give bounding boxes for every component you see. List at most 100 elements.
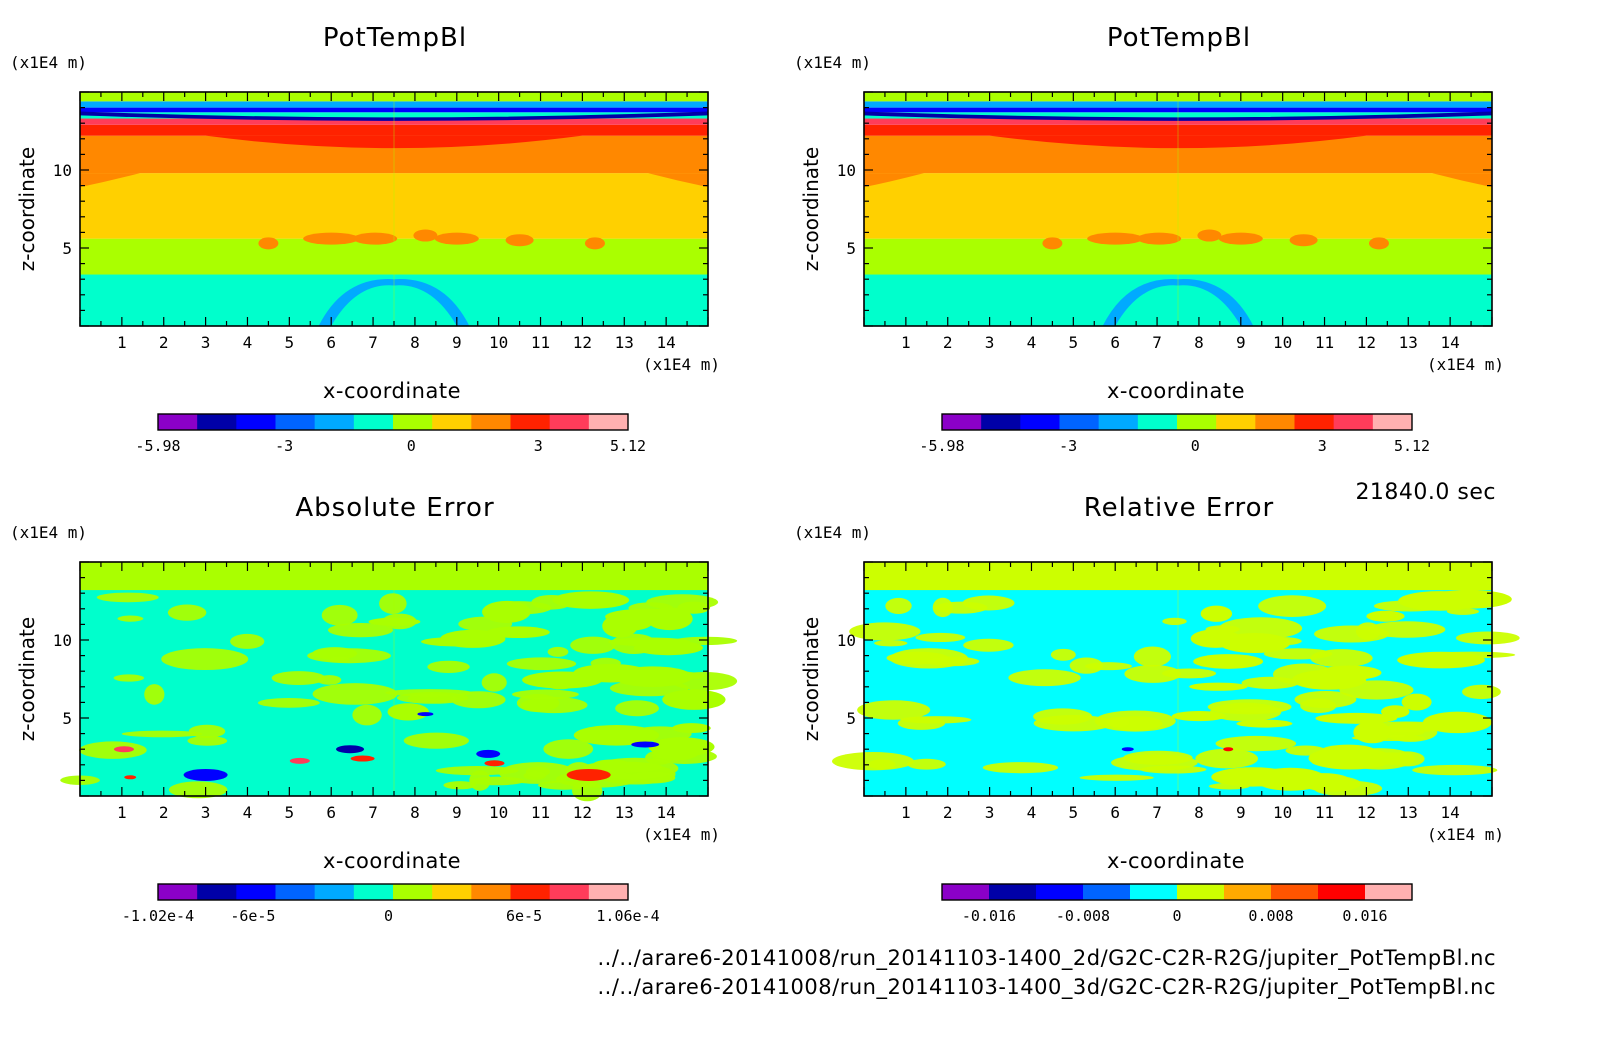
y-axis-unit: (x1E4 m) [794,523,871,542]
colorbar-segment [1318,884,1366,900]
x-axis-label: x-coordinate [1107,379,1245,403]
x-tick-label: 9 [452,803,462,822]
colorbar-segment [275,414,316,430]
colorbar-label: -0.008 [1056,907,1110,925]
x-tick-label: 3 [985,803,995,822]
colorbar-segment [942,884,990,900]
x-tick-label: 11 [1315,803,1334,822]
colorbar-segment [1216,414,1256,430]
x-axis-unit: (x1E4 m) [1427,355,1504,374]
colorbar-segment [314,884,355,900]
colorbar-segment [393,884,433,900]
x-tick-label: 13 [1399,803,1418,822]
x-tick-label: 4 [243,333,253,352]
colorbar-segment [1130,884,1178,900]
colorbar-label: -0.016 [962,907,1016,925]
x-tick-label: 3 [201,803,211,822]
chart-panel: Relative Error(x1E4 m)1 2 3 4 5 6 7 8 9 10 11 12 13 1… [794,493,1520,925]
colorbar-segment [275,884,316,900]
x-tick-label: 6 [326,333,336,352]
colorbar-segment [942,414,982,430]
colorbar-segment [1224,884,1272,900]
x-tick-label: 3 [201,333,211,352]
colorbar-segment [1271,884,1319,900]
footer-file-2d: ../../arare6-20141008/run_20141103-1400_… [597,946,1496,970]
colorbar-segment [432,414,472,430]
x-tick-label: 2 [159,803,169,822]
chart-panel: Absolute Error(x1E4 m)1 2 3 4 5 6 7 8 9 10 11 12 13 1… [10,493,738,925]
colorbar-label: -1.02e-4 [122,907,194,925]
colorbar-label: -5.98 [919,437,964,455]
y-tick-label: 10 [837,161,856,180]
colorbar-segment [197,414,237,430]
x-tick-label: 10 [1273,333,1292,352]
colorbar-label: -3 [1059,437,1077,455]
colorbar-label: -3 [275,437,293,455]
colorbar-segment [549,884,590,900]
colorbar-segment [588,414,629,430]
colorbar-segment [1059,414,1100,430]
colorbar-label: 5.12 [610,437,646,455]
colorbar-segment [588,884,629,900]
x-tick-label: 12 [573,333,592,352]
colorbar-segment [1294,414,1335,430]
y-axis-label: z-coordinate [799,147,823,271]
x-axis-label: x-coordinate [323,849,461,873]
y-tick-label: 10 [53,631,72,650]
colorbar-label: 0 [407,437,416,455]
x-tick-label: 8 [1194,333,1204,352]
colorbar-label: 0.008 [1248,907,1293,925]
chart-title: PotTempBl [323,23,467,53]
heatmap-field [832,562,1520,797]
colorbar-label: 1.06e-4 [596,907,659,925]
x-axis-unit: (x1E4 m) [643,355,720,374]
colorbar-segment [158,884,198,900]
x-tick-label: 10 [489,803,508,822]
x-tick-label: 5 [1069,803,1079,822]
colorbar-segment [1177,884,1225,900]
colorbar-segment [1083,884,1131,900]
x-tick-label: 5 [285,333,295,352]
colorbar-segment [432,884,472,900]
colorbar: -0.016 -0.008 0 0.008 0.016 [941,883,1413,925]
colorbar-segment [353,884,394,900]
heatmap-field [60,562,738,802]
x-tick-label: 12 [573,803,592,822]
colorbar: -1.02e-4 -6e-5 0 6e-5 1.06e-4 [122,883,660,925]
chart-panel: PotTempBl(x1E4 m)1 2 3 4 5 6 7 8 9 10 11 12 13 14510(… [10,23,720,455]
x-tick-label: 5 [285,803,295,822]
x-tick-label: 4 [243,803,253,822]
x-tick-label: 4 [1027,803,1037,822]
colorbar-segment [471,884,511,900]
x-tick-label: 8 [410,803,420,822]
x-tick-label: 13 [615,803,634,822]
y-axis-unit: (x1E4 m) [794,53,871,72]
x-tick-label: 3 [985,333,995,352]
x-tick-label: 1 [117,333,127,352]
x-tick-label: 6 [326,803,336,822]
chart-title: Absolute Error [295,493,494,523]
x-tick-label: 7 [368,333,378,352]
x-tick-label: 11 [531,803,550,822]
colorbar-segment [1177,414,1217,430]
colorbar-segment [981,414,1021,430]
x-axis-label: x-coordinate [323,379,461,403]
colorbar-segment [1020,414,1060,430]
colorbar-segment [353,414,394,430]
x-tick-label: 14 [657,333,676,352]
colorbar-segment [1255,414,1295,430]
colorbar-segment [1137,414,1178,430]
x-tick-label: 9 [1236,803,1246,822]
x-tick-label: 9 [1236,333,1246,352]
colorbar-label: 0 [1191,437,1200,455]
colorbar-segment [1098,414,1139,430]
colorbar-label: 0.016 [1342,907,1387,925]
colorbar-segment [1365,884,1413,900]
colorbar-label: -5.98 [135,437,180,455]
colorbar-label: 6e-5 [506,907,542,925]
x-tick-label: 2 [943,333,953,352]
x-tick-label: 2 [159,333,169,352]
x-axis-label: x-coordinate [1107,849,1245,873]
colorbar-segment [549,414,590,430]
colorbar-label: 0 [384,907,393,925]
